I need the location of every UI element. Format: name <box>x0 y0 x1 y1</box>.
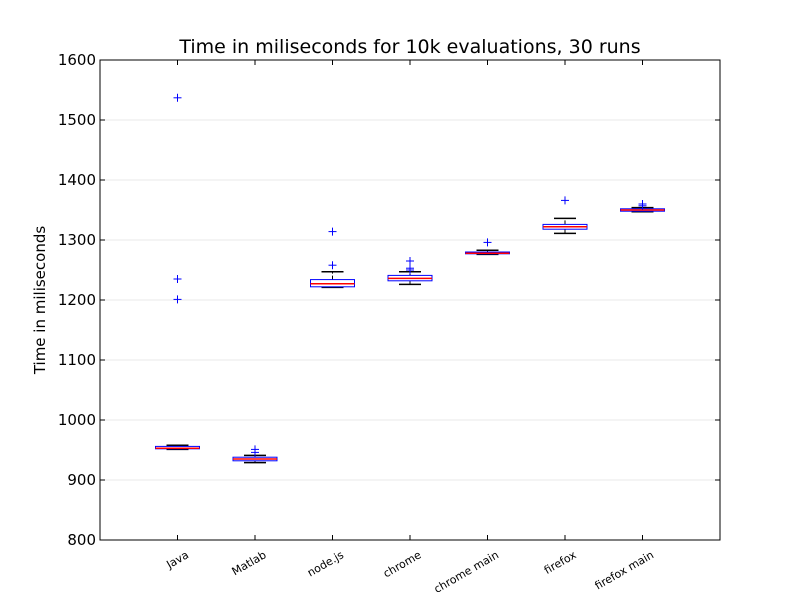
y-tick-label: 1500 <box>58 111 96 129</box>
box-chrome-main <box>465 238 510 256</box>
outlier-marker <box>251 445 259 454</box>
box-firefox <box>542 196 588 235</box>
outlier-marker <box>328 261 337 270</box>
box-chrome <box>387 257 433 286</box>
y-tick-label: 900 <box>67 471 96 489</box>
y-tick-label: 1600 <box>58 51 96 69</box>
grid-lines <box>100 119 720 481</box>
y-tick-label: 1000 <box>58 411 96 429</box>
outlier-marker <box>483 238 492 247</box>
outlier-marker <box>406 257 414 265</box>
y-tick-label: 800 <box>67 531 96 549</box>
y-axis-label: Time in miliseconds <box>31 226 49 376</box>
outlier-marker <box>638 200 647 208</box>
y-tick-label: 1100 <box>58 351 96 369</box>
chart-title: Time in miliseconds for 10k evaluations,… <box>178 36 640 58</box>
y-tick-label: 1400 <box>58 171 96 189</box>
outlier-marker <box>173 93 182 102</box>
outlier-marker <box>406 264 414 273</box>
box-node-js <box>310 227 355 289</box>
outlier-marker <box>173 275 182 283</box>
box-matlab <box>232 445 278 464</box>
outlier-marker <box>561 196 569 205</box>
y-tick-label: 1200 <box>58 291 96 309</box>
box-firefox-main <box>620 200 665 213</box>
box-java <box>155 93 200 451</box>
boxes <box>155 93 665 464</box>
outlier-marker <box>173 295 182 304</box>
y-tick-label: 1300 <box>58 231 96 249</box>
outlier-marker <box>328 227 337 236</box>
